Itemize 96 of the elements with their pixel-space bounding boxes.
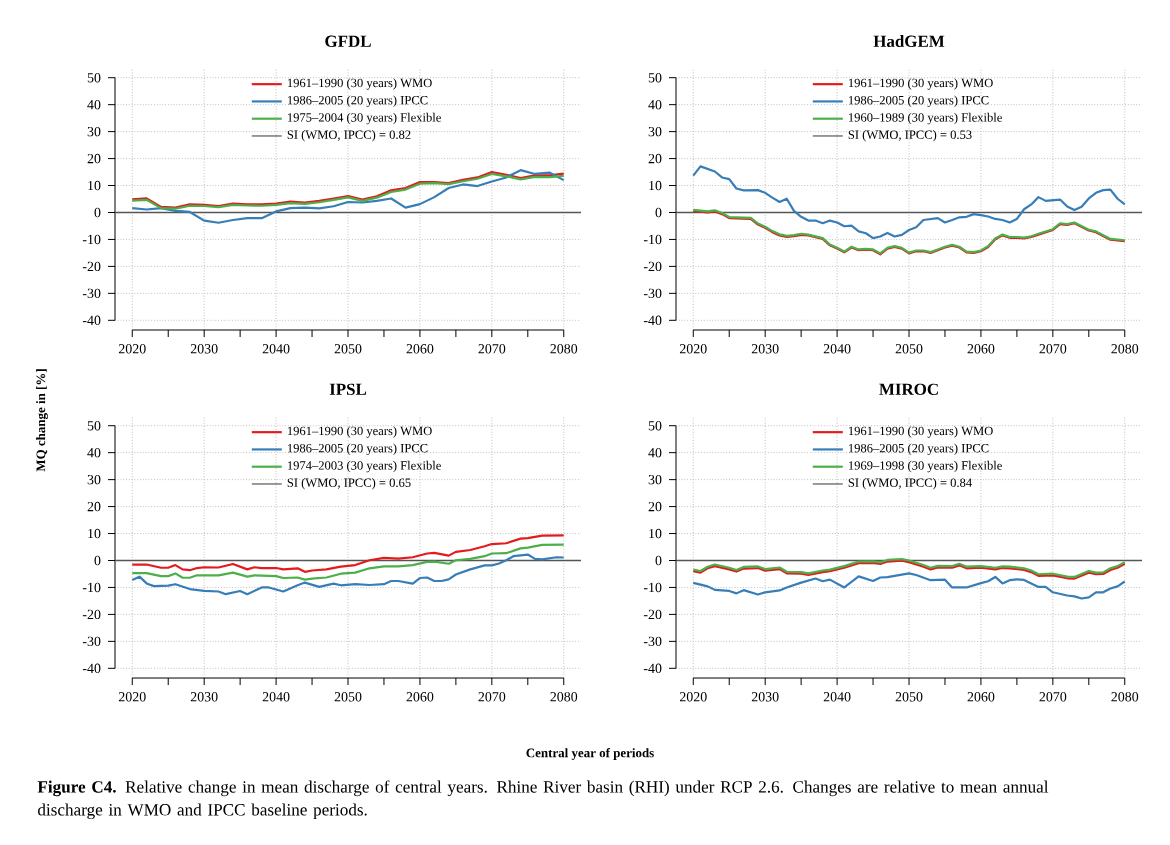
line-series <box>131 169 565 224</box>
x-tick-label: 2080 <box>550 692 578 702</box>
y-tick-label: -20 <box>82 261 101 272</box>
x-tick-label: 2030 <box>190 692 218 702</box>
y-tick-label: 20 <box>87 153 101 164</box>
x-tick-label: 2050 <box>334 344 362 354</box>
x-tick-label: 2040 <box>823 344 851 354</box>
legend-label: 1986–2005 (20 years) IPCC <box>287 95 428 108</box>
x-tick-label: 2080 <box>1111 692 1139 702</box>
x-tick-label: 2030 <box>751 344 779 354</box>
y-tick-label: 10 <box>88 528 101 539</box>
legend-label: 1969–1998 (30 years) Flexible <box>848 460 1002 473</box>
legend-label: 1986–2005 (20 years) IPCC <box>287 443 428 456</box>
y-tick-label: -30 <box>82 636 101 647</box>
x-tick-label: 2070 <box>478 692 506 702</box>
chart-title: IPSL <box>329 383 367 395</box>
y-tick-label: 40 <box>648 99 662 110</box>
y-tick-label: 10 <box>649 180 662 191</box>
x-tick-label: 2040 <box>262 344 290 354</box>
x-tick-label: 2060 <box>967 692 995 702</box>
y-tick-label: 30 <box>648 474 662 485</box>
y-tick-label: -10 <box>82 234 101 245</box>
legend-label: 1975–2004 (30 years) Flexible <box>287 112 441 125</box>
y-tick-label: 20 <box>87 501 101 512</box>
x-tick-label: 2030 <box>190 344 218 354</box>
legend-label: 1960–1989 (30 years) Flexible <box>848 112 1002 125</box>
chart-title: GFDL <box>325 35 371 47</box>
y-tick-label: 0 <box>655 555 662 566</box>
y-tick-label: 0 <box>655 207 662 218</box>
y-tick-label: 0 <box>94 555 101 566</box>
y-tick-label: -40 <box>643 663 662 674</box>
y-tick-label: -10 <box>82 582 101 593</box>
x-tick-label: 2050 <box>895 344 923 354</box>
y-tick-label: 50 <box>87 72 101 83</box>
y-tick-label: -40 <box>82 315 101 326</box>
legend-label: 1961–1990 (30 years) WMO <box>848 78 993 90</box>
x-tick-label: 2060 <box>406 344 434 354</box>
x-tick-label: 2020 <box>679 344 707 354</box>
x-tick-label: 2070 <box>1039 344 1067 354</box>
x-tick-label: 2070 <box>478 344 506 354</box>
x-tick-label: 2080 <box>1111 344 1139 354</box>
y-tick-label: 50 <box>87 421 101 431</box>
y-tick-label: 50 <box>648 421 662 431</box>
y-tick-label: -20 <box>82 609 101 620</box>
x-tick-label: 2030 <box>751 692 779 702</box>
x-tick-label: 2020 <box>118 692 146 702</box>
x-tick-label: 2020 <box>118 344 146 354</box>
y-tick-label: 20 <box>648 153 662 164</box>
y-tick-label: -40 <box>82 663 101 674</box>
y-tick-label: 40 <box>87 99 101 110</box>
y-tick-label: 0 <box>94 207 101 218</box>
y-tick-label: -20 <box>643 609 662 620</box>
legend-label: 1986–2005 (20 years) IPCC <box>848 443 989 456</box>
text: Figure C4. Relative change in mean discharge of central years. Rhine River basin (RHI) under RCP 2.6. Changes are relative to mean annual discharge in WMO and IPCC baseline periods. <box>37 780 1049 820</box>
y-tick-label: 40 <box>648 447 662 458</box>
y-axis-title: MQ change in [%] <box>36 369 48 472</box>
x-tick-label: 2060 <box>967 344 995 354</box>
legend-label: 1986–2005 (20 years) IPCC <box>848 95 989 108</box>
y-tick-label: -40 <box>643 315 662 326</box>
annotation: SI (WMO, IPCC) = 0.53 <box>848 130 972 142</box>
y-tick-label: -10 <box>643 582 662 593</box>
y-tick-label: 40 <box>87 447 101 458</box>
y-tick-label: -20 <box>643 261 662 272</box>
x-tick-label: 2070 <box>1039 692 1067 702</box>
x-axis-title: Central year of periods <box>526 748 654 760</box>
legend-label: 1961–1990 (30 years) WMO <box>287 426 432 438</box>
line-series <box>692 572 1126 600</box>
line-series <box>692 165 1126 240</box>
x-tick-label: 2050 <box>334 692 362 702</box>
y-tick-label: 30 <box>87 474 101 485</box>
y-tick-label: 10 <box>88 180 101 191</box>
x-tick-label: 2050 <box>895 692 923 702</box>
x-tick-label: 2040 <box>262 692 290 702</box>
y-tick-label: -30 <box>82 288 101 299</box>
annotation: SI (WMO, IPCC) = 0.82 <box>287 130 411 142</box>
x-tick-label: 2060 <box>406 692 434 702</box>
y-tick-label: -30 <box>643 636 662 647</box>
x-tick-label: 2080 <box>550 344 578 354</box>
legend-label: 1961–1990 (30 years) WMO <box>848 426 993 438</box>
legend-label: 1974–2003 (30 years) Flexible <box>287 460 441 473</box>
y-tick-label: -30 <box>643 288 662 299</box>
chart-title: MIROC <box>879 383 938 395</box>
x-tick-label: 2040 <box>823 692 851 702</box>
annotation: SI (WMO, IPCC) = 0.84 <box>848 478 972 490</box>
chart-title: HadGEM <box>873 35 945 47</box>
y-tick-label: -10 <box>643 234 662 245</box>
annotation: SI (WMO, IPCC) = 0.65 <box>287 478 411 490</box>
y-tick-label: 50 <box>648 72 662 83</box>
x-tick-label: 2020 <box>679 692 707 702</box>
y-tick-label: 20 <box>648 501 662 512</box>
y-tick-label: 10 <box>649 528 662 539</box>
y-tick-label: 30 <box>648 126 662 137</box>
line-series <box>131 534 565 573</box>
line-series <box>131 553 565 596</box>
legend-label: 1961–1990 (30 years) WMO <box>287 78 432 90</box>
y-tick-label: 30 <box>87 126 101 137</box>
